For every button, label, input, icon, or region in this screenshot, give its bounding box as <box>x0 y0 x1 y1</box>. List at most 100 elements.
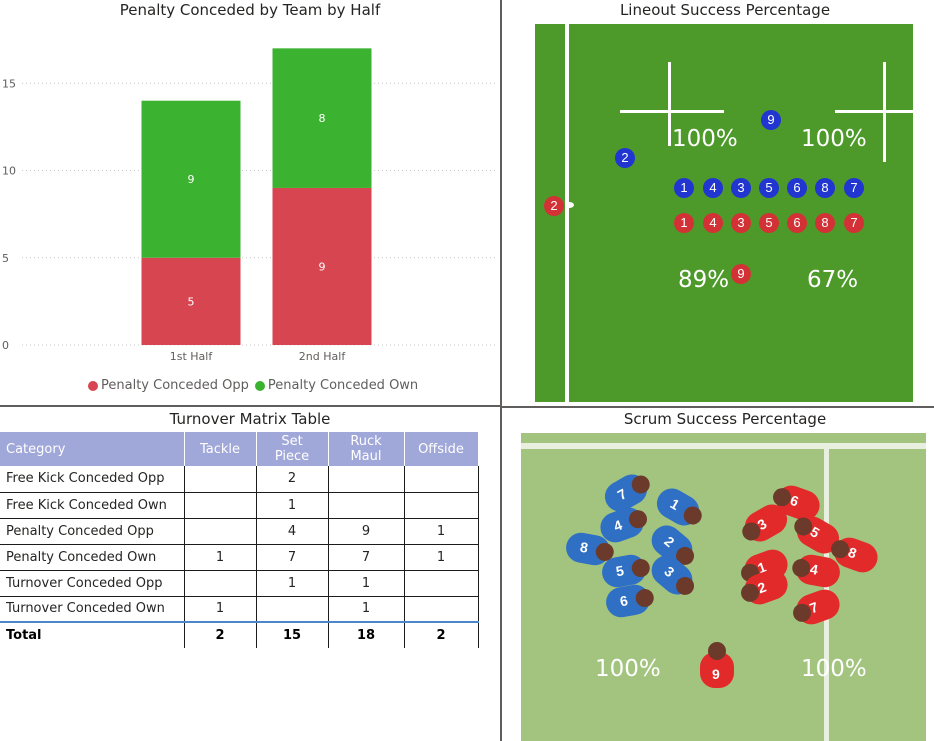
row-category-cell: Free Kick Conceded Opp <box>0 466 185 493</box>
data-label: 9 <box>188 173 195 186</box>
row-value-cell <box>184 518 257 545</box>
row-value-cell <box>328 492 405 519</box>
lineout-red-player-8: 8 <box>815 213 835 233</box>
x-tick-label: 1st Half <box>170 350 214 363</box>
col-header-offside[interactable]: Offside <box>404 432 479 466</box>
scrum-field <box>521 433 926 741</box>
lineout-red-player-7: 7 <box>844 213 864 233</box>
total-label-cell: Total <box>0 621 185 648</box>
row-value-cell: 1 <box>184 596 257 623</box>
lineout-pct-bottom-right: 67% <box>807 267 859 293</box>
player-number: 8 <box>578 538 590 556</box>
row-value-cell: 9 <box>328 518 405 545</box>
row-value-cell <box>184 492 257 519</box>
table-row[interactable]: Free Kick Conceded Own 1 <box>0 492 479 519</box>
legend-item-opp[interactable]: Penalty Conceded Opp <box>88 378 249 393</box>
row-value-cell: 7 <box>256 544 329 571</box>
lineout-blue-player-8: 8 <box>815 178 835 198</box>
lineout-blue-player-3: 3 <box>731 178 751 198</box>
lineout-title: Lineout Success Percentage <box>619 1 831 19</box>
row-value-cell: 7 <box>328 544 405 571</box>
row-category-cell: Turnover Conceded Opp <box>0 570 185 597</box>
row-value-cell: 1 <box>404 544 479 571</box>
table-total-row: Total 2 15 18 2 <box>0 621 479 648</box>
legend-dot-opp <box>88 380 98 391</box>
lineout-blue-player-7: 7 <box>844 178 864 198</box>
player-number: 3 <box>661 562 678 581</box>
row-value-cell: 1 <box>184 544 257 571</box>
lineout-blue-player-5: 5 <box>759 178 779 198</box>
total-value-cell: 2 <box>404 621 479 648</box>
row-value-cell: 1 <box>328 596 405 623</box>
table-row[interactable]: Penalty Conceded Own 1 7 7 1 <box>0 544 479 571</box>
table-title: Turnover Matrix Table <box>169 410 331 428</box>
legend-dot-own <box>254 380 265 391</box>
table-row[interactable]: Free Kick Conceded Opp 2 <box>0 466 479 493</box>
col-header-tackle[interactable]: Tackle <box>184 432 257 466</box>
row-value-cell <box>404 466 479 493</box>
scrum-pct-left: 100% <box>595 656 661 682</box>
y-tick-label: 15 <box>2 77 16 90</box>
bar-opp-1 <box>141 257 241 345</box>
table-row[interactable]: Penalty Conceded Opp 4 9 1 <box>0 518 479 545</box>
row-category-cell: Turnover Conceded Own <box>0 596 185 623</box>
player-number: 7 <box>614 485 630 504</box>
lineout-pct-top-right: 100% <box>801 126 867 152</box>
row-value-cell <box>184 570 257 597</box>
legend-label-opp: Penalty Conceded Opp <box>101 378 249 393</box>
player-number: 6 <box>618 592 630 610</box>
bar-own-1 <box>141 100 241 258</box>
lineout-red-player-4: 4 <box>703 213 723 233</box>
lineout-pct-bottom-left: 89% <box>678 267 730 293</box>
col-header-set-piece[interactable]: Set Piece <box>256 432 329 466</box>
legend-item-own[interactable]: Penalty Conceded Own <box>254 378 419 393</box>
total-value-cell: 18 <box>328 621 405 648</box>
col-header-category[interactable]: Category <box>0 432 185 466</box>
row-value-cell <box>404 492 479 519</box>
lineout-blue-player-9: 9 <box>761 110 781 130</box>
row-value-cell: 1 <box>404 518 479 545</box>
row-value-cell <box>404 596 479 623</box>
lineout-blue-player-4: 4 <box>703 178 723 198</box>
lineout-red-player-2: 2 <box>544 196 564 216</box>
lineout-blue-player-2: 2 <box>615 148 635 168</box>
row-category-cell: Penalty Conceded Opp <box>0 518 185 545</box>
row-value-cell <box>184 466 257 493</box>
row-value-cell <box>328 466 405 493</box>
row-value-cell: 4 <box>256 518 329 545</box>
player-number: 9 <box>712 666 720 682</box>
table-row[interactable]: Turnover Conceded Opp 1 1 <box>0 570 479 597</box>
panel-divider-vertical <box>500 0 502 741</box>
player-head <box>708 642 726 660</box>
table-header-row: Category Tackle Set Piece Ruck Maul Offs… <box>0 432 479 466</box>
scrum-half-player-9: 9 <box>700 642 734 688</box>
lineout-red-player-6: 6 <box>787 213 807 233</box>
stacked-bar-chart: 0 5 10 15 5 9 1st Half 9 8 2nd Half <box>2 48 495 363</box>
player-number: 5 <box>614 562 626 580</box>
row-value-cell <box>256 596 329 623</box>
row-category-cell: Penalty Conceded Own <box>0 544 185 571</box>
y-tick-label: 0 <box>2 339 9 352</box>
player-number: 1 <box>667 495 683 513</box>
touch-line <box>565 24 569 402</box>
lineout-red-player-1: 1 <box>674 213 694 233</box>
y-tick-label: 5 <box>2 252 9 265</box>
player-number: 4 <box>808 560 820 578</box>
player-number: 2 <box>661 532 678 551</box>
panel-divider-horizontal-right <box>502 406 934 408</box>
data-label: 5 <box>188 295 195 308</box>
row-category-cell: Free Kick Conceded Own <box>0 492 185 519</box>
lineout-blue-player-1: 1 <box>674 178 694 198</box>
scrum-title: Scrum Success Percentage <box>623 410 827 428</box>
row-value-cell: 1 <box>256 492 329 519</box>
col-header-ruck-maul[interactable]: Ruck Maul <box>328 432 405 466</box>
legend-label-own: Penalty Conceded Own <box>267 378 419 393</box>
scrum-pct-right: 100% <box>801 656 867 682</box>
lineout-pct-top-left: 100% <box>672 126 738 152</box>
x-tick-label: 2nd Half <box>299 350 347 363</box>
data-label: 9 <box>319 260 326 273</box>
bar-opp-2 <box>272 187 372 345</box>
table-row[interactable]: Turnover Conceded Own 1 1 <box>0 596 479 623</box>
player-number: 4 <box>611 516 625 535</box>
row-value-cell: 2 <box>256 466 329 493</box>
